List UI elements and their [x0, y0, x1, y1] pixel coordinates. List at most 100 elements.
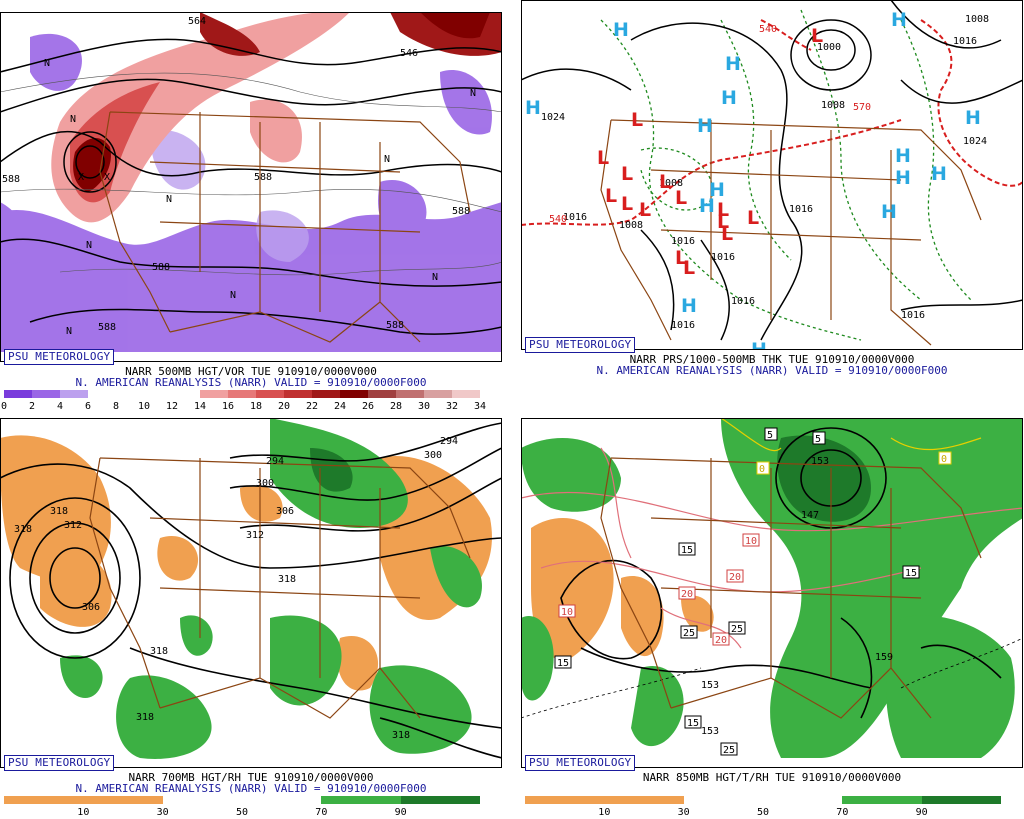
- colorbar-tick-label: 0: [0, 401, 8, 412]
- panel-valid-caption: N. AMERICAN REANALYSIS (NARR) VALID = 91…: [75, 376, 427, 389]
- contour-label: 306: [82, 602, 100, 613]
- vorticity-min-symbol: N: [432, 272, 438, 283]
- panel-700mb-rh: 318 312 306 300 294 294 300 306 312 318 …: [0, 418, 502, 818]
- borders: [600, 119, 982, 346]
- contour-label: 588: [2, 174, 20, 185]
- colorbar-swatch: [312, 390, 340, 398]
- low-center-symbol: L: [717, 199, 729, 221]
- colorbar: [4, 796, 480, 804]
- contour-label: 159: [875, 652, 893, 663]
- map-700mb: 318 312 306 300 294 294 300 306 312 318 …: [0, 418, 502, 768]
- temp-label: 25: [731, 624, 743, 635]
- high-center-symbol: H: [931, 163, 947, 185]
- temp-label: 25: [683, 628, 695, 639]
- thickness-red-contours: [521, 19, 1023, 226]
- colorbar-swatch: [340, 390, 368, 398]
- low-center-symbol: L: [675, 187, 687, 209]
- colorbar-swatch: [396, 390, 424, 398]
- low-center-symbol: L: [717, 211, 729, 233]
- contour-label: 564: [188, 16, 206, 27]
- psu-meteorology-badge: PSU METEOROLOGY: [525, 755, 636, 771]
- low-center-symbol: L: [639, 199, 651, 221]
- height-contours: [0, 422, 502, 759]
- thickness-label: 570: [853, 102, 871, 113]
- colorbar-swatch: [172, 390, 200, 398]
- contour-label: 318: [50, 506, 68, 517]
- isobar-label: 1008: [659, 178, 683, 189]
- high-center-symbol: H: [965, 107, 981, 129]
- colorbar-tick-label: 24: [333, 401, 347, 412]
- low-center-symbol: L: [683, 257, 695, 279]
- contour-label: 588: [254, 172, 272, 183]
- contour-label: 312: [246, 530, 264, 541]
- negative-vorticity-areas: [0, 33, 502, 352]
- colorbar-tick-label: 90: [915, 807, 928, 818]
- temp-label: 15: [557, 658, 569, 669]
- panel-caption: NARR 850MB HGT/T/RH TUE 910910/0000V000: [642, 771, 902, 784]
- vorticity-min-symbol: N: [384, 154, 390, 165]
- temp-label: 15: [687, 718, 699, 729]
- colorbar-swatch: [842, 796, 922, 804]
- high-center-symbol: H: [895, 167, 911, 189]
- colorbar-ticks: 10 30 50 70 90: [4, 807, 480, 818]
- isobar-label: 1024: [963, 136, 987, 147]
- colorbar-tick-label: 16: [221, 401, 235, 412]
- colorbar-swatch: [144, 390, 172, 398]
- low-center-symbol: L: [621, 193, 633, 215]
- colorbar: [4, 390, 480, 398]
- panel-850mb-t-rh: 147 153 153 159 153 15 15 15 15 20 20 20…: [521, 418, 1023, 818]
- colorbar-tick-label: 22: [305, 401, 319, 412]
- borders: [99, 111, 471, 343]
- map-850mb: 147 153 153 159 153 15 15 15 15 20 20 20…: [521, 418, 1023, 768]
- colorbar-tick-label: 70: [836, 807, 849, 818]
- high-center-symbol: H: [697, 115, 713, 137]
- map-500mb: 588 588 588 588 588 588 564 546 N N N N …: [0, 12, 502, 362]
- map-frame: [0, 418, 502, 768]
- high-center-symbol: H: [725, 53, 741, 75]
- positive-vorticity-areas: [51, 12, 502, 223]
- temp-label: 20: [729, 572, 741, 583]
- colorbar-tick-label: 70: [315, 807, 328, 818]
- panel-caption: NARR 700MB HGT/RH TUE 910910/0000V000: [128, 771, 374, 784]
- low-center-symbol: L: [621, 163, 633, 185]
- colorbar-swatch: [4, 796, 84, 804]
- high-pressure-centers: H H H H H H H H H H H H H H H: [525, 9, 981, 350]
- vorticity-min-symbol: N: [86, 240, 92, 251]
- colorbar-swatch: [368, 390, 396, 398]
- colorbar-tick-label: 30: [677, 807, 690, 818]
- vorticity-min-symbol: N: [44, 58, 50, 69]
- temp-label: 25: [723, 745, 735, 756]
- colorbar-swatch: [424, 390, 452, 398]
- colorbar-swatch: [604, 796, 684, 804]
- low-center-symbol: L: [605, 185, 617, 207]
- vorticity-min-symbol: N: [70, 114, 76, 125]
- high-center-symbol: H: [881, 201, 897, 223]
- colorbar-tick-label: 50: [235, 807, 249, 818]
- contour-label: 318: [136, 712, 154, 723]
- colorbar-swatch: [400, 796, 480, 804]
- borders: [89, 457, 471, 719]
- contour-label: 153: [811, 456, 829, 467]
- vorticity-max-symbol: X: [104, 172, 110, 183]
- isobar-label: 1000: [817, 42, 841, 53]
- thickness-label: 540: [759, 24, 777, 35]
- colorbar-tick-label: 26: [361, 401, 375, 412]
- isobars: [521, 0, 1023, 341]
- contour-label: 300: [424, 450, 442, 461]
- colorbar-swatch: [256, 390, 284, 398]
- low-center-symbol: L: [721, 223, 733, 245]
- map-frame: [521, 418, 1023, 768]
- low-center-symbol: L: [747, 207, 759, 229]
- colorbar-tick-label: 6: [84, 401, 92, 412]
- low-center-symbol: L: [811, 25, 823, 47]
- temp-label: 5: [767, 430, 773, 441]
- colorbar-swatch: [284, 390, 312, 398]
- colorbar-tick-label: 10: [598, 807, 611, 818]
- colorbar-tick-label: 30: [417, 401, 431, 412]
- height-contours: [0, 38, 502, 335]
- low-center-symbol: L: [675, 247, 687, 269]
- high-center-symbol: H: [613, 19, 629, 41]
- isobar-label: 1016: [953, 36, 977, 47]
- low-center-symbol: L: [659, 171, 671, 193]
- temp-label: 0: [941, 454, 947, 465]
